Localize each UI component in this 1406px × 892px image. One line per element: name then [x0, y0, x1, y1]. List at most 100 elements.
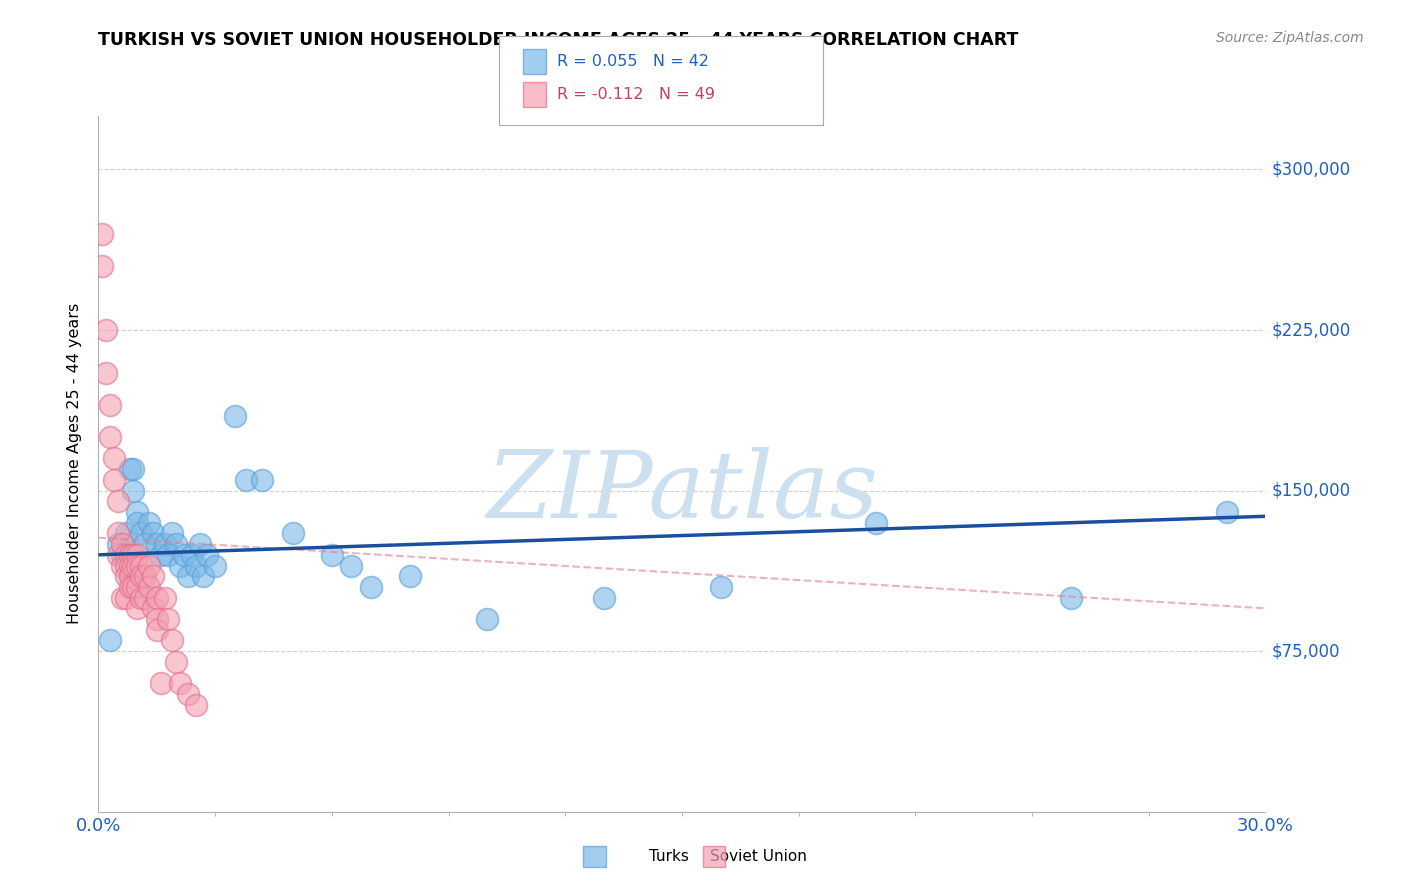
- Point: [184, 698, 207, 712]
- Point: [157, 612, 180, 626]
- Point: [142, 526, 165, 541]
- Text: $225,000: $225,000: [1271, 321, 1351, 339]
- Point: [134, 591, 156, 605]
- Point: [111, 591, 134, 605]
- Point: [138, 516, 160, 530]
- Point: [169, 558, 191, 573]
- Point: [118, 558, 141, 573]
- Point: [118, 569, 141, 583]
- Point: [122, 548, 145, 562]
- Point: [235, 473, 257, 487]
- Point: [193, 569, 215, 583]
- Point: [91, 259, 114, 273]
- Point: [169, 676, 191, 690]
- Point: [122, 462, 145, 476]
- Point: [157, 548, 180, 562]
- Point: [1215, 505, 1237, 519]
- Point: [281, 526, 304, 541]
- Text: $150,000: $150,000: [1271, 482, 1350, 500]
- Point: [107, 537, 129, 551]
- Point: [142, 601, 165, 615]
- Point: [149, 548, 172, 562]
- Point: [111, 537, 134, 551]
- Point: [224, 409, 246, 423]
- Text: $300,000: $300,000: [1271, 161, 1350, 178]
- Point: [98, 633, 121, 648]
- Point: [477, 612, 499, 626]
- Text: $75,000: $75,000: [1271, 642, 1340, 660]
- Point: [142, 569, 165, 583]
- Point: [1060, 591, 1083, 605]
- Text: TURKISH VS SOVIET UNION HOUSEHOLDER INCOME AGES 25 - 44 YEARS CORRELATION CHART: TURKISH VS SOVIET UNION HOUSEHOLDER INCO…: [98, 31, 1019, 49]
- Point: [129, 569, 152, 583]
- Point: [146, 612, 169, 626]
- Text: R = 0.055   N = 42: R = 0.055 N = 42: [557, 54, 709, 69]
- Point: [165, 655, 187, 669]
- Point: [122, 558, 145, 573]
- Point: [111, 548, 134, 562]
- Point: [180, 548, 202, 562]
- Point: [111, 558, 134, 573]
- Point: [146, 591, 169, 605]
- Point: [118, 548, 141, 562]
- Point: [321, 548, 343, 562]
- Point: [146, 537, 169, 551]
- Point: [188, 537, 211, 551]
- Point: [114, 526, 136, 541]
- Point: [593, 591, 616, 605]
- Point: [360, 580, 382, 594]
- Point: [96, 323, 118, 337]
- Point: [98, 398, 121, 412]
- Point: [184, 558, 207, 573]
- Point: [114, 569, 136, 583]
- Point: [129, 558, 152, 573]
- Point: [118, 462, 141, 476]
- Point: [153, 537, 176, 551]
- Point: [250, 473, 273, 487]
- Point: [138, 580, 160, 594]
- Point: [177, 569, 200, 583]
- Point: [122, 580, 145, 594]
- Point: [107, 494, 129, 508]
- Point: [127, 580, 149, 594]
- Point: [98, 430, 121, 444]
- Point: [91, 227, 114, 241]
- Point: [122, 483, 145, 498]
- Point: [107, 526, 129, 541]
- Point: [127, 601, 149, 615]
- Point: [127, 558, 149, 573]
- Point: [134, 537, 156, 551]
- Point: [710, 580, 733, 594]
- Point: [162, 526, 184, 541]
- Point: [129, 591, 152, 605]
- Point: [134, 569, 156, 583]
- Point: [127, 516, 149, 530]
- Point: [162, 633, 184, 648]
- Point: [103, 473, 125, 487]
- Point: [114, 558, 136, 573]
- Point: [149, 676, 172, 690]
- Text: Source: ZipAtlas.com: Source: ZipAtlas.com: [1216, 31, 1364, 45]
- Point: [398, 569, 420, 583]
- Point: [165, 537, 187, 551]
- Text: R = -0.112   N = 49: R = -0.112 N = 49: [557, 87, 714, 102]
- Point: [195, 548, 218, 562]
- Point: [204, 558, 226, 573]
- Point: [114, 591, 136, 605]
- Text: Turks: Turks: [650, 849, 689, 863]
- Point: [103, 451, 125, 466]
- Text: ZIPatlas: ZIPatlas: [486, 447, 877, 537]
- Point: [153, 591, 176, 605]
- Point: [865, 516, 887, 530]
- Point: [107, 548, 129, 562]
- Point: [138, 558, 160, 573]
- Point: [173, 548, 195, 562]
- Y-axis label: Householder Income Ages 25 - 44 years: Householder Income Ages 25 - 44 years: [67, 303, 83, 624]
- Point: [340, 558, 363, 573]
- Point: [129, 526, 152, 541]
- Point: [114, 548, 136, 562]
- Point: [177, 687, 200, 701]
- Point: [96, 366, 118, 380]
- Text: Soviet Union: Soviet Union: [710, 849, 807, 863]
- Point: [127, 505, 149, 519]
